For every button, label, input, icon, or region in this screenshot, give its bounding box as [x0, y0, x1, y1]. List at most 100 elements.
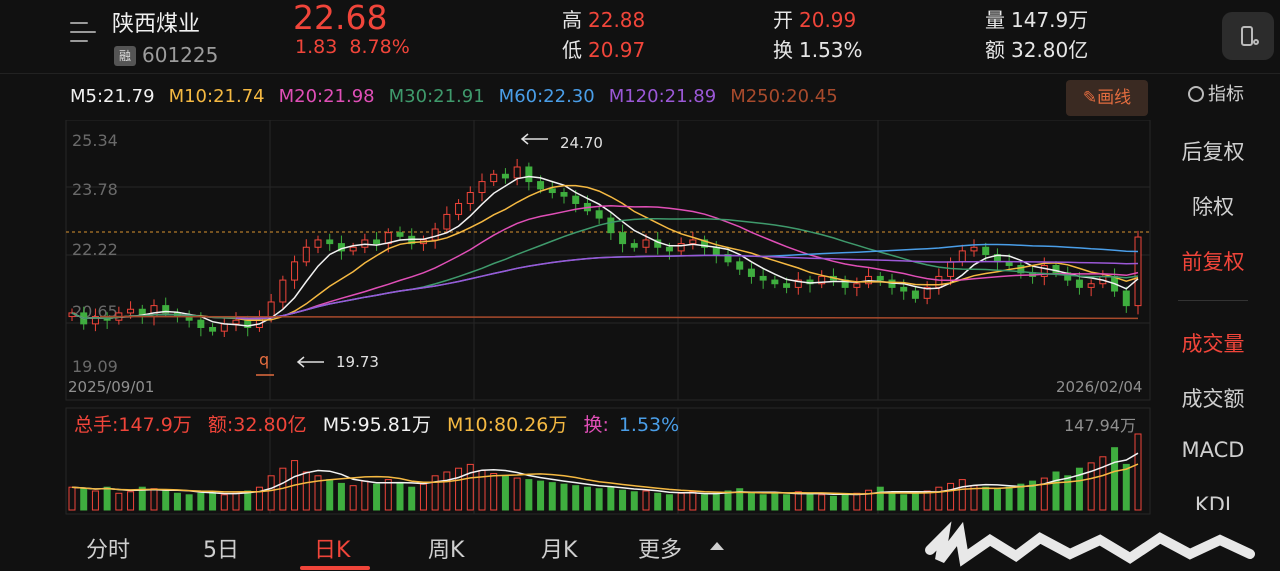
volume-bar [583, 486, 591, 511]
ma-legend-item: M120:21.89 [608, 86, 717, 107]
candle-body [162, 305, 170, 314]
candle-body [197, 319, 205, 329]
candle-body [349, 246, 357, 252]
stat-amount-label: 额 [985, 38, 1005, 62]
tab-weekly-k[interactable]: 周K [428, 538, 465, 563]
side-option[interactable]: 后复权 [1181, 140, 1245, 164]
candle-body [396, 232, 404, 237]
volume-bar [607, 486, 615, 511]
candle-body [853, 283, 861, 288]
volume-bar [337, 482, 345, 511]
candle-body [1052, 264, 1060, 274]
tab-5day[interactable]: 5日 [203, 538, 239, 563]
change-amount: 1.83 [295, 36, 338, 58]
candle-body [560, 192, 568, 197]
candle-body [607, 217, 615, 234]
tab-more[interactable]: 更多 [638, 538, 683, 563]
draw-line-button[interactable]: ✎画线 [1066, 80, 1148, 116]
candle-body [513, 166, 521, 179]
ma5-line [71, 175, 1139, 327]
candle-body [630, 243, 638, 248]
volume-bar [525, 479, 533, 511]
volume-bar [853, 492, 861, 511]
volume-bar [255, 486, 263, 511]
stat-low-value: 20.97 [588, 38, 646, 62]
active-tab-indicator [300, 566, 370, 570]
chevron-up-icon[interactable] [710, 542, 724, 550]
candle-body [537, 181, 545, 190]
price-change: 1.83 8.78% [295, 36, 410, 58]
volume-bar [314, 475, 322, 511]
volume-m5: M5:95.81万 [322, 414, 431, 436]
volume-bar [806, 492, 814, 511]
volume-bar [209, 491, 217, 511]
stat-volume: 量 147.9万 [985, 4, 1088, 33]
side-option[interactable]: 成交额 [1181, 387, 1245, 411]
candle-body [970, 246, 978, 252]
ma-lines [71, 175, 1139, 327]
candle-body [689, 239, 697, 245]
low-arrow-head [296, 356, 305, 368]
volume-bar [947, 482, 955, 511]
volume-bar [537, 480, 545, 511]
stat-amount-value: 32.80亿 [1011, 38, 1089, 62]
candles [68, 158, 1142, 337]
watermark-scribble [925, 521, 1255, 567]
side-option[interactable]: MACD [1181, 438, 1245, 462]
volume-bar [548, 482, 556, 511]
tab-daily-k[interactable]: 日K [314, 538, 351, 563]
kline-chart[interactable]: 25.34 23.78 22.22 20.65 19.09 24.70 19.7… [0, 120, 1160, 515]
side-option[interactable]: 除权 [1192, 195, 1234, 219]
pencil-icon: ✎ [1082, 88, 1098, 108]
candle-body [900, 286, 908, 292]
volume-bar [771, 492, 779, 511]
candle-body [935, 275, 943, 288]
volume-bar [91, 490, 99, 511]
candle-body [525, 166, 533, 183]
candle-body [501, 173, 509, 179]
volume-bar [1029, 480, 1037, 511]
candle-body [665, 246, 673, 252]
volume-bar [923, 490, 931, 511]
candle-body [595, 210, 603, 219]
volume-bar [665, 494, 673, 511]
volume-bar [68, 486, 76, 511]
chart-options-panel: 后复权除权前复权成交量成交额 MACD KDJ [1160, 118, 1280, 510]
candle-body [923, 286, 931, 299]
stat-volume-label: 量 [985, 8, 1005, 32]
candle-body [91, 316, 99, 325]
side-option[interactable]: KDJ [1194, 493, 1232, 510]
candle-body [220, 323, 228, 332]
volume-bar [302, 471, 310, 511]
volume-bar [829, 495, 837, 511]
tab-intraday[interactable]: 分时 [86, 538, 131, 563]
volume-total: 总手:147.9万 [74, 414, 192, 436]
volume-ma-lines [71, 452, 1139, 496]
volume-bar [712, 492, 720, 511]
candle-body [1087, 283, 1095, 288]
phone-icon-dot [1253, 39, 1259, 45]
volume-bar [736, 488, 744, 511]
volume-bar [1122, 463, 1130, 511]
moving-average-legend: M5:21.79 M10:21.74 M20:21.98 M30:21.91 M60:2… [70, 86, 852, 107]
volume-bar [173, 492, 181, 511]
volume-bar [115, 492, 123, 511]
side-option[interactable]: 成交量 [1181, 332, 1245, 356]
volume-bar [443, 471, 451, 511]
ma-legend-item: M10:21.74 [168, 86, 265, 107]
volume-bar [642, 490, 650, 511]
event-marker[interactable]: q [259, 350, 269, 369]
volume-bar [560, 483, 568, 511]
candle-body [958, 250, 966, 263]
device-switch-button[interactable] [1222, 12, 1274, 60]
candle-body [701, 239, 709, 248]
candle-body [209, 327, 217, 332]
candle-body [1005, 261, 1013, 266]
tab-monthly-k[interactable]: 月K [541, 538, 578, 563]
menu-icon[interactable] [70, 20, 98, 46]
indicator-button[interactable]: 指标 [1188, 80, 1244, 106]
price-panel-frame [65, 120, 1151, 401]
side-option[interactable]: 前复权 [1181, 250, 1245, 274]
volume-bar [197, 492, 205, 511]
candle-body [326, 239, 334, 245]
